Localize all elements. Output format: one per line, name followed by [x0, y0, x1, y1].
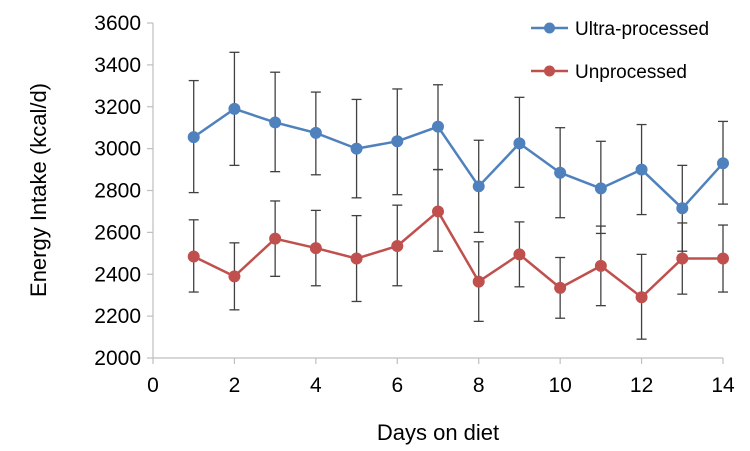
data-point — [635, 291, 648, 304]
axes — [147, 22, 724, 364]
data-point — [554, 166, 567, 179]
x-tick-label: 4 — [310, 374, 322, 397]
data-point — [391, 135, 404, 148]
x-tick-label: 12 — [630, 374, 653, 397]
legend-label: Unprocessed — [575, 62, 687, 83]
data-point — [676, 252, 689, 265]
x-tick-label: 10 — [548, 374, 571, 397]
data-point — [717, 252, 729, 265]
data-point — [391, 239, 404, 252]
legend-label: Ultra-processed — [575, 19, 709, 40]
y-tick-label: 3200 — [94, 96, 141, 119]
data-point — [350, 142, 363, 155]
y-tick-label: 2800 — [94, 180, 141, 203]
data-point — [513, 137, 526, 150]
y-tick-label: 2000 — [94, 347, 141, 370]
series-line-ultra-processed — [193, 107, 724, 210]
y-tick-label: 3400 — [94, 54, 141, 77]
data-point — [269, 232, 282, 245]
data-point — [187, 131, 200, 144]
x-axis-title: Days on diet — [377, 420, 499, 445]
data-point — [717, 157, 729, 170]
data-point — [309, 242, 322, 255]
data-point — [269, 116, 282, 129]
y-tick-label: 3000 — [94, 138, 141, 161]
data-point — [513, 248, 526, 261]
y-tick-label: 2200 — [94, 305, 141, 328]
x-tick-label: 8 — [473, 374, 485, 397]
y-axis-title: Energy Intake (kcal/d) — [26, 83, 51, 297]
x-tick-label: 14 — [711, 374, 735, 397]
x-tick-label: 0 — [147, 374, 159, 397]
data-point — [554, 281, 567, 294]
data-point — [635, 163, 648, 176]
x-tick-label: 2 — [229, 374, 241, 397]
legend: Ultra-processed Unprocessed — [531, 19, 709, 83]
y-tick-label: 2600 — [94, 221, 141, 244]
data-point — [472, 180, 485, 193]
data-point — [309, 126, 322, 139]
series-line-unprocessed — [193, 210, 723, 299]
legend-marker — [544, 22, 555, 34]
data-point — [187, 250, 200, 263]
data-point — [594, 182, 607, 195]
data-point — [228, 270, 241, 283]
y-tick-label: 3600 — [94, 12, 141, 35]
x-tick-label: 6 — [391, 374, 403, 397]
data-point — [350, 252, 363, 265]
y-tick-label: 2400 — [94, 263, 141, 286]
data-point — [594, 259, 607, 272]
series-layer — [187, 102, 729, 304]
data-point — [472, 275, 485, 288]
data-point — [228, 102, 241, 115]
tick-labels: 2000 2200 2400 2600 2800 3000 3200 3400 3600 0 2 4 6… — [94, 12, 735, 397]
legend-marker — [544, 65, 555, 77]
data-point — [432, 205, 444, 218]
data-point — [676, 202, 689, 215]
data-point — [432, 120, 444, 133]
